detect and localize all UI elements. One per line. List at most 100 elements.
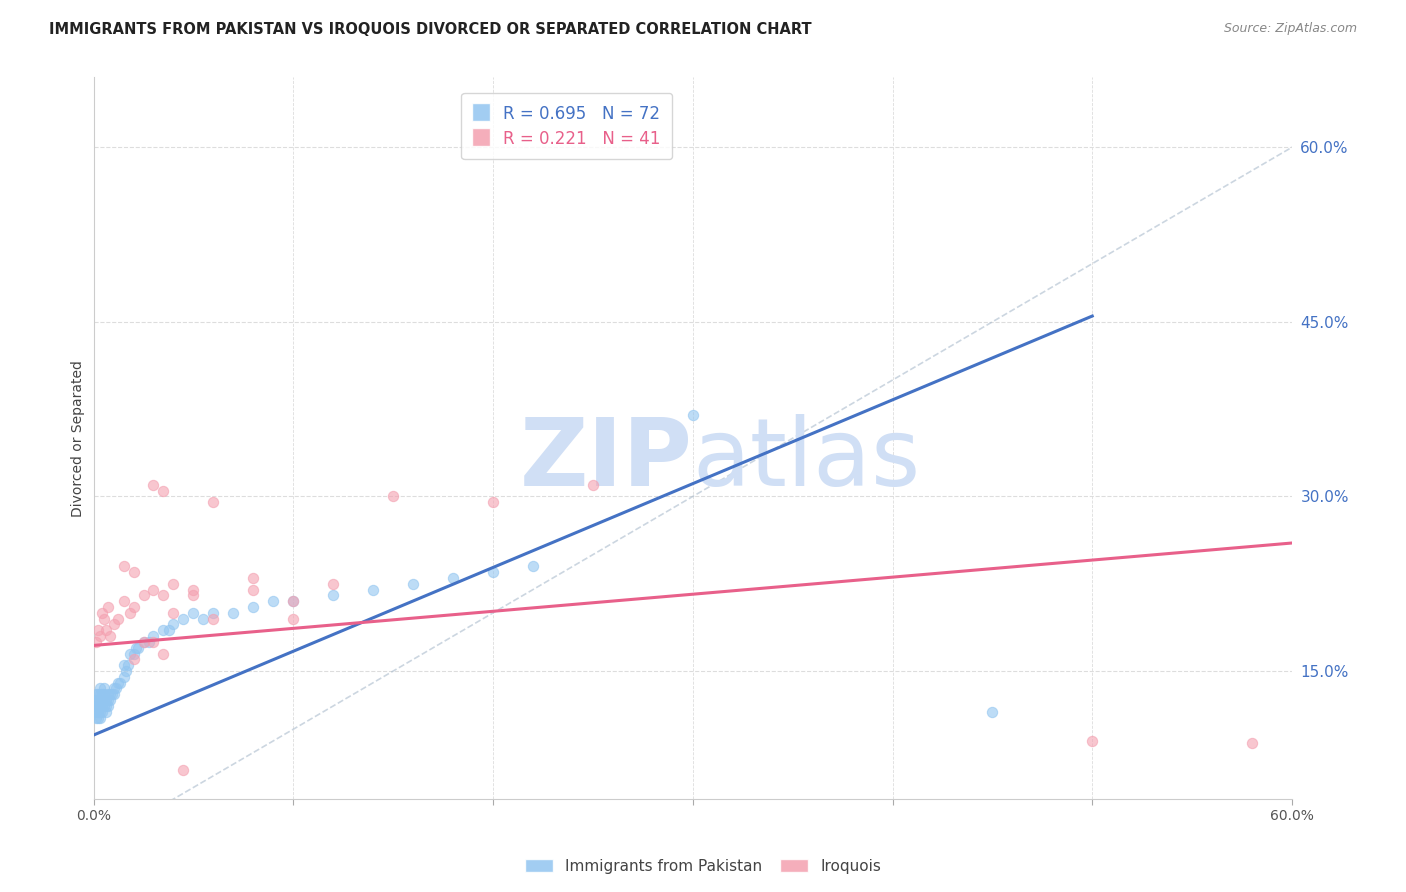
Point [117,658,139,673]
Point [84,693,107,707]
Point [183,582,205,597]
Point [89,698,111,713]
Point [107,675,129,690]
Point [107,612,129,626]
Point [86,710,108,724]
Point [361,582,384,597]
Point [242,600,264,615]
Point [138,635,160,649]
Point [152,647,174,661]
Point [322,576,344,591]
Point [382,490,405,504]
Point [90,705,112,719]
Point [84,705,107,719]
Point [222,606,245,620]
Point [90,698,112,713]
Point [90,693,112,707]
Text: ZIP: ZIP [520,414,693,506]
Point [172,612,194,626]
Point [100,687,122,701]
Point [152,483,174,498]
Point [93,612,115,626]
Point [122,652,145,666]
Point [322,588,344,602]
Point [202,495,225,509]
Point [124,640,146,655]
Point [103,681,125,696]
Point [682,408,704,422]
Text: IMMIGRANTS FROM PAKISTAN VS IROQUOIS DIVORCED OR SEPARATED CORRELATION CHART: IMMIGRANTS FROM PAKISTAN VS IROQUOIS DIV… [49,22,811,37]
Point [98,687,121,701]
Point [402,576,425,591]
Point [112,594,135,608]
Point [127,640,149,655]
Point [84,710,107,724]
Point [112,658,135,673]
Point [103,617,125,632]
Point [522,559,544,574]
Point [94,705,117,719]
Point [283,594,305,608]
Point [104,681,127,696]
Text: Source: ZipAtlas.com: Source: ZipAtlas.com [1223,22,1357,36]
Point [118,647,141,661]
Point [162,576,184,591]
Point [482,565,505,579]
Legend: Immigrants from Pakistan, Iroquois: Immigrants from Pakistan, Iroquois [519,853,887,880]
Point [94,698,117,713]
Point [96,693,118,707]
Point [132,635,155,649]
Point [103,687,125,701]
Point [441,571,464,585]
Point [193,612,215,626]
Point [86,698,108,713]
Point [93,693,115,707]
Point [89,629,111,643]
Point [582,478,605,492]
Point [86,693,108,707]
Point [162,617,184,632]
Point [981,705,1004,719]
Point [142,582,165,597]
Point [84,698,107,713]
Point [84,687,107,701]
Point [262,594,284,608]
Point [94,624,117,638]
Point [86,624,108,638]
Point [283,594,305,608]
Point [114,664,136,678]
Point [93,681,115,696]
Point [242,582,264,597]
Point [84,635,107,649]
Legend: R = 0.695   N = 72, R = 0.221   N = 41: R = 0.695 N = 72, R = 0.221 N = 41 [461,93,672,160]
Point [93,687,115,701]
Point [98,693,121,707]
Point [162,606,184,620]
Point [122,647,145,661]
Point [94,693,117,707]
Point [1240,736,1263,750]
Point [159,624,181,638]
Point [84,698,107,713]
Point [1081,734,1104,748]
Point [283,612,305,626]
Point [96,600,118,615]
Point [86,687,108,701]
Point [90,687,112,701]
Point [89,681,111,696]
Point [183,606,205,620]
Point [202,606,225,620]
Point [132,635,155,649]
Point [142,629,165,643]
Point [142,478,165,492]
Point [86,705,108,719]
Point [112,670,135,684]
Point [122,600,145,615]
Point [86,705,108,719]
Point [118,606,141,620]
Point [89,710,111,724]
Point [84,693,107,707]
Point [89,693,111,707]
Point [112,559,135,574]
Point [122,565,145,579]
